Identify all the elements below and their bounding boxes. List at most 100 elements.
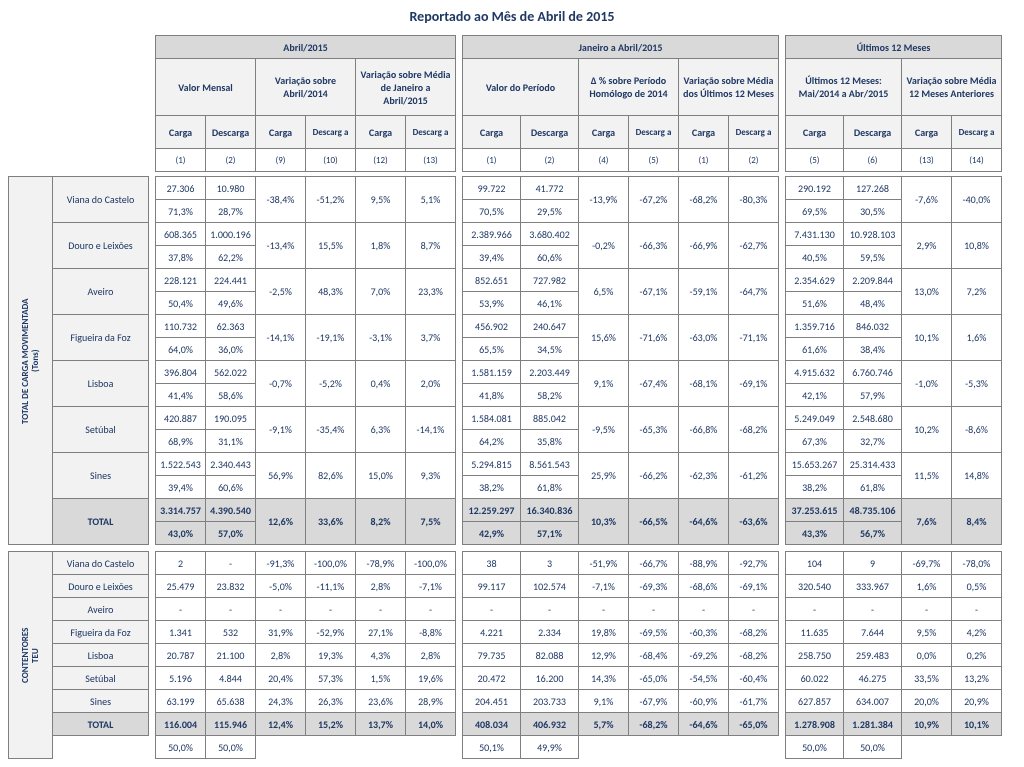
hdr-carga: Carga: [256, 116, 306, 149]
row-label: Figueira da Foz: [53, 315, 149, 361]
data-cell: 62,2%: [206, 246, 256, 269]
data-cell: 31,9%: [256, 621, 306, 644]
data-cell: 36,0%: [206, 338, 256, 361]
data-cell: -63,6%: [729, 499, 779, 545]
data-cell: -66,3%: [629, 223, 679, 269]
data-cell: -9,5%: [579, 407, 629, 453]
data-cell: -100,0%: [306, 552, 356, 575]
data-cell: 13,2%: [952, 667, 1002, 690]
data-cell: 61,8%: [844, 476, 902, 499]
data-cell: 333.967: [844, 575, 902, 598]
data-cell: -65,3%: [629, 407, 679, 453]
data-cell: -66,7%: [629, 552, 679, 575]
hdr-descarga: Descarg a: [952, 116, 1002, 149]
hdr-12m-range: Últimos 12 Meses: Mai/2014 a Abr/2015: [786, 59, 902, 116]
data-cell: 43,0%: [156, 522, 206, 545]
data-cell: 4.221: [463, 621, 521, 644]
data-cell: 115.946: [206, 713, 256, 736]
data-cell: 46,1%: [521, 292, 579, 315]
data-cell: 7,2%: [952, 269, 1002, 315]
data-cell: -38,4%: [256, 177, 306, 223]
data-cell: -5,3%: [952, 361, 1002, 407]
data-cell: 20,0%: [902, 690, 952, 713]
data-cell: -67,2%: [629, 177, 679, 223]
data-cell: -69,7%: [902, 552, 952, 575]
col-ref: (14): [952, 149, 1002, 172]
data-cell: -: [156, 598, 206, 621]
data-cell: 49,6%: [206, 292, 256, 315]
data-cell: 27.306: [156, 177, 206, 200]
data-cell: -5,2%: [306, 361, 356, 407]
data-cell: -1,0%: [902, 361, 952, 407]
data-cell: -68,2%: [729, 407, 779, 453]
col-ref: (1): [463, 149, 521, 172]
data-cell: 2,8%: [406, 644, 456, 667]
hdr-var-abr14: Variação sobre Abril/2014: [256, 59, 356, 116]
data-cell: 61,8%: [521, 476, 579, 499]
data-cell: 38: [463, 552, 521, 575]
hdr-valor-mensal: Valor Mensal: [156, 59, 256, 116]
data-cell: -67,4%: [629, 361, 679, 407]
data-cell: 19,8%: [579, 621, 629, 644]
data-cell: 65.638: [206, 690, 256, 713]
col-ref: (1): [156, 149, 206, 172]
data-cell: 5.196: [156, 667, 206, 690]
data-cell: 48.735.106: [844, 499, 902, 522]
hdr-12m: Últimos 12 Meses: [786, 36, 1002, 59]
data-cell: 27,1%: [356, 621, 406, 644]
col-ref: (2): [729, 149, 779, 172]
data-cell: 82,6%: [306, 453, 356, 499]
row-label: Douro e Leixões: [53, 575, 149, 598]
data-cell: -66,8%: [679, 407, 729, 453]
data-cell: 69,5%: [786, 200, 844, 223]
data-cell: -: [844, 598, 902, 621]
data-cell: 4.390.540: [206, 499, 256, 522]
data-cell: 50,4%: [156, 292, 206, 315]
data-cell: -68,6%: [679, 575, 729, 598]
data-cell: -19,1%: [306, 315, 356, 361]
data-cell: 15,6%: [579, 315, 629, 361]
data-cell: 127.268: [844, 177, 902, 200]
data-cell: 852.651: [463, 269, 521, 292]
data-cell: -35,4%: [306, 407, 356, 453]
data-cell: 9: [844, 552, 902, 575]
data-cell: 846.032: [844, 315, 902, 338]
hdr-carga: Carga: [356, 116, 406, 149]
data-cell: -66,9%: [679, 223, 729, 269]
data-cell: 40,5%: [786, 246, 844, 269]
data-cell: 7.431.130: [786, 223, 844, 246]
hdr-carga: Carga: [463, 116, 521, 149]
data-cell: -40,0%: [952, 177, 1002, 223]
data-cell: 63.199: [156, 690, 206, 713]
data-cell: -7,1%: [579, 575, 629, 598]
data-cell: -71,6%: [629, 315, 679, 361]
data-cell: -: [729, 598, 779, 621]
side-label-teu: CONTENTORESTEU: [9, 552, 53, 759]
data-cell: 58,6%: [206, 384, 256, 407]
data-cell: -9,1%: [256, 407, 306, 453]
hdr-valor-periodo: Valor do Período: [463, 59, 579, 116]
data-cell: -61,7%: [729, 690, 779, 713]
data-cell: 2,9%: [902, 223, 952, 269]
row-label: Aveiro: [53, 269, 149, 315]
data-cell: 608.365: [156, 223, 206, 246]
hdr-carga: Carga: [156, 116, 206, 149]
data-cell: 3.680.402: [521, 223, 579, 246]
data-cell: 1.522.543: [156, 453, 206, 476]
data-cell: 12,9%: [579, 644, 629, 667]
data-cell: 30,5%: [844, 200, 902, 223]
data-cell: -64,7%: [729, 269, 779, 315]
data-cell: 38,2%: [463, 476, 521, 499]
hdr-var-12m-ant: Variação sobre Média 12 Meses Anteriores: [902, 59, 1002, 116]
data-cell: 320.540: [786, 575, 844, 598]
data-cell: 16.200: [521, 667, 579, 690]
data-cell: -68,2%: [679, 177, 729, 223]
data-cell: 20,4%: [256, 667, 306, 690]
data-cell: -5,0%: [256, 575, 306, 598]
hdr-carga: Carga: [786, 116, 844, 149]
data-cell: -51,2%: [306, 177, 356, 223]
data-cell: 14,3%: [579, 667, 629, 690]
data-cell: 48,3%: [306, 269, 356, 315]
data-cell: 562.022: [206, 361, 256, 384]
data-cell: 406.932: [521, 713, 579, 736]
